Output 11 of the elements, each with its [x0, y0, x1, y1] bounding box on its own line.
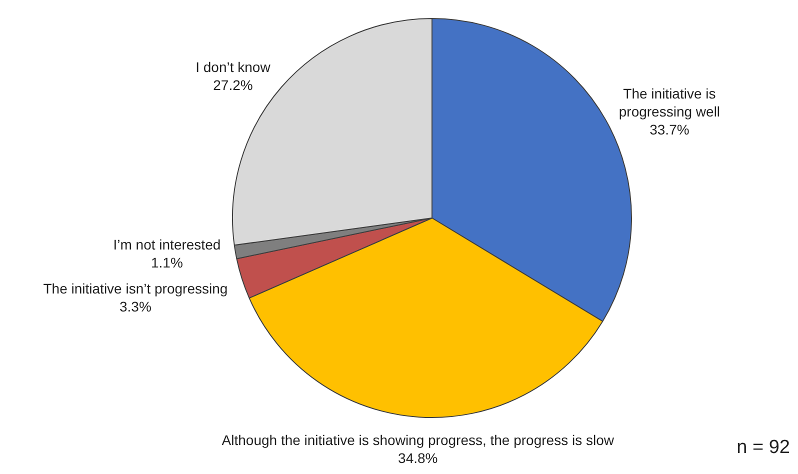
slice-label: I’m not interested: [113, 236, 221, 252]
slice-label: I don’t know: [196, 58, 272, 75]
text: n = 92: [736, 437, 790, 458]
data-label: 27.2%: [213, 76, 253, 93]
slice-label: Although the initiative is showing progress, the progress is slow: [222, 432, 615, 448]
data-label: 3.3%: [119, 298, 152, 314]
slice-label: The initiative isn’t progressing: [43, 280, 228, 296]
data-label: 34.8%: [398, 450, 438, 466]
slice-label: The initiative is progressing well: [618, 86, 720, 120]
data-label: 33.7%: [650, 122, 690, 138]
data-label: 1.1%: [150, 254, 183, 270]
